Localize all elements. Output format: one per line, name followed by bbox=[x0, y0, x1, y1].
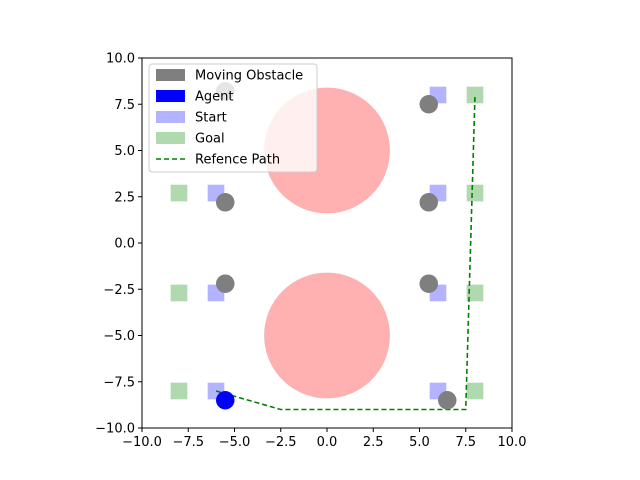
y-tick-label: 10.0 bbox=[106, 52, 135, 67]
x-tick-label: −2.5 bbox=[265, 435, 297, 450]
reference-path-layer bbox=[215, 94, 476, 411]
y-tick-label: 2.5 bbox=[114, 190, 135, 205]
legend-swatch bbox=[156, 69, 185, 81]
x-tick-label: −5.0 bbox=[219, 435, 251, 450]
x-tick-label: 2.5 bbox=[363, 435, 384, 450]
goal-marker bbox=[466, 184, 484, 202]
y-tick-label: 7.5 bbox=[114, 98, 135, 113]
x-tick-label: −7.5 bbox=[172, 435, 204, 450]
x-tick-label: 0.0 bbox=[317, 435, 338, 450]
goal-marker bbox=[170, 184, 188, 202]
y-tick-label: −10.0 bbox=[95, 422, 135, 437]
legend-swatch bbox=[156, 111, 185, 123]
y-tick-label: −7.5 bbox=[103, 375, 135, 390]
y-tick-label: −5.0 bbox=[103, 329, 135, 344]
y-tick-label: 5.0 bbox=[114, 144, 135, 159]
legend-label: Moving Obstacle bbox=[195, 69, 303, 84]
x-tick-label: 10.0 bbox=[498, 435, 527, 450]
legend: Moving Obstacle Agent Start Goal Refence Pat… bbox=[148, 63, 318, 173]
static-obstacle bbox=[264, 272, 390, 399]
reference-path bbox=[215, 94, 476, 411]
legend-swatch bbox=[156, 90, 185, 102]
moving-obstacle bbox=[216, 274, 235, 293]
moving-obstacle bbox=[419, 95, 438, 114]
moving-obstacle bbox=[419, 274, 438, 293]
moving-obstacle bbox=[419, 193, 438, 212]
goal-marker bbox=[466, 284, 484, 302]
legend-swatch bbox=[156, 132, 185, 144]
x-tick-label: −10.0 bbox=[122, 435, 162, 450]
moving-obstacle bbox=[216, 193, 235, 212]
agent-layer bbox=[216, 391, 235, 410]
y-tick-label: 0.0 bbox=[114, 237, 135, 252]
agent-marker bbox=[216, 391, 235, 410]
x-tick-label: 5.0 bbox=[409, 435, 430, 450]
goal-marker bbox=[466, 86, 484, 104]
goal-marker bbox=[170, 284, 188, 302]
goal-marker bbox=[170, 382, 188, 400]
legend-label: Agent bbox=[195, 90, 233, 105]
goal-marker bbox=[466, 382, 484, 400]
x-axis: −10.0 −7.5 −5.0 −2.5 0.0 2.5 5.0 7.5 10.0 bbox=[122, 428, 526, 450]
moving-obstacle bbox=[438, 391, 457, 410]
legend-label: Goal bbox=[195, 132, 225, 147]
x-tick-label: 7.5 bbox=[455, 435, 476, 450]
legend-box bbox=[148, 63, 318, 173]
y-tick-label: −2.5 bbox=[103, 283, 135, 298]
y-axis: −10.0 −7.5 −5.0 −2.5 0.0 2.5 5.0 7.5 10.0 bbox=[95, 52, 142, 437]
legend-label: Refence Path bbox=[195, 153, 280, 168]
legend-label: Start bbox=[195, 111, 227, 126]
